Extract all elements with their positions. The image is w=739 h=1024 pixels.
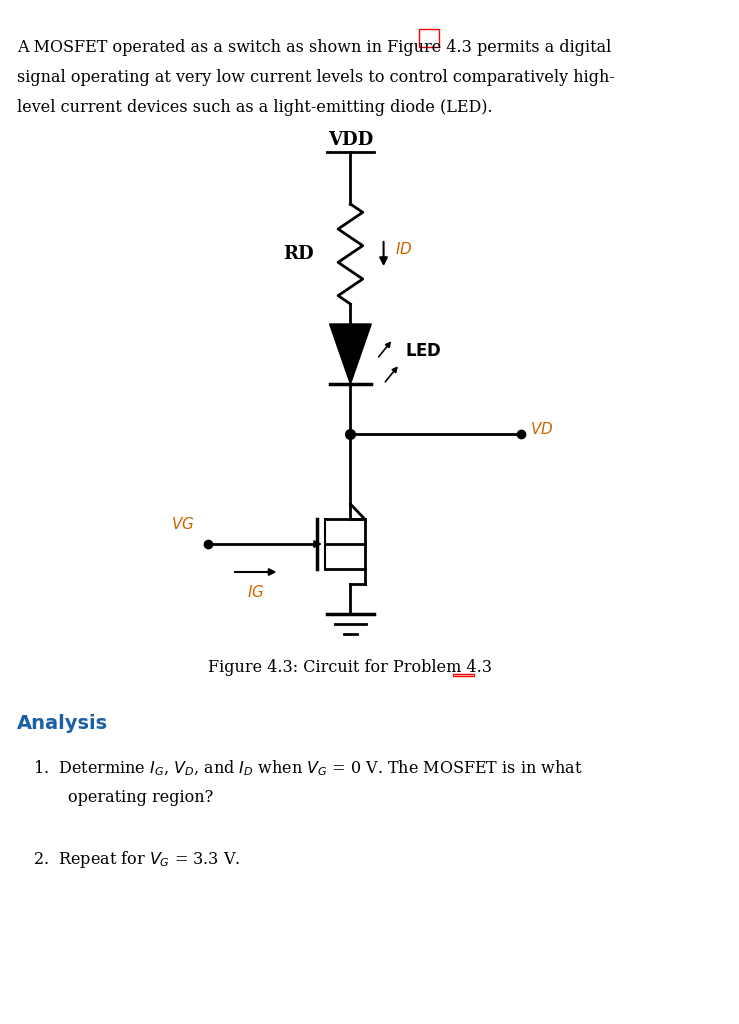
Text: Figure 4.3: Circuit for Problem 4.3: Figure 4.3: Circuit for Problem 4.3 xyxy=(208,659,492,676)
Text: $\bf{LED}$: $\bf{LED}$ xyxy=(406,343,442,360)
Text: Analysis: Analysis xyxy=(17,714,108,733)
Polygon shape xyxy=(330,324,371,384)
Text: operating region?: operating region? xyxy=(68,790,214,806)
Text: RD: RD xyxy=(283,245,313,263)
Text: $ID$: $ID$ xyxy=(395,241,412,257)
Text: signal operating at very low current levels to control comparatively high-: signal operating at very low current lev… xyxy=(17,69,615,86)
Text: 2.  Repeat for $V_G$ = 3.3 V.: 2. Repeat for $V_G$ = 3.3 V. xyxy=(33,849,240,870)
Text: $VG$: $VG$ xyxy=(171,516,194,532)
Text: level current devices such as a light-emitting diode (LED).: level current devices such as a light-em… xyxy=(17,99,493,116)
Text: 1.  Determine $I_G$, $V_D$, and $I_D$ when $V_G$ = 0 V. The MOSFET is in what: 1. Determine $I_G$, $V_D$, and $I_D$ whe… xyxy=(33,759,583,778)
Text: $IG$: $IG$ xyxy=(247,584,265,600)
Text: A MOSFET operated as a switch as shown in Figure 4.3 permits a digital: A MOSFET operated as a switch as shown i… xyxy=(17,39,611,56)
Text: VDD: VDD xyxy=(328,131,373,150)
Text: $VD$: $VD$ xyxy=(531,421,554,437)
